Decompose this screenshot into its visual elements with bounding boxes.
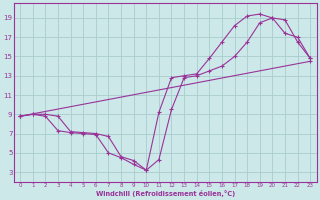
X-axis label: Windchill (Refroidissement éolien,°C): Windchill (Refroidissement éolien,°C) (96, 190, 235, 197)
